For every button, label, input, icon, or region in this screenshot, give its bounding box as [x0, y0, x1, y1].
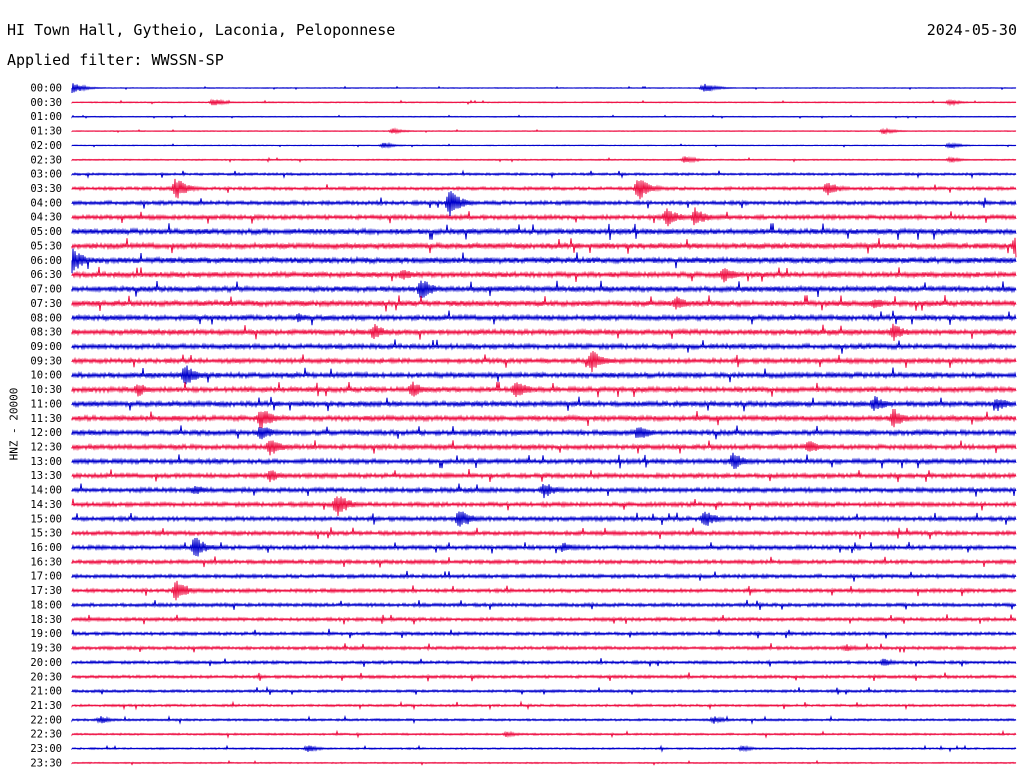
row-time-label: 16:30 — [30, 556, 62, 568]
row-time-label: 17:00 — [30, 571, 62, 583]
row-time-label: 18:30 — [30, 614, 62, 626]
row-time-label: 00:30 — [30, 97, 62, 109]
row-time-label: 10:00 — [30, 370, 62, 382]
trace-row-1230 — [71, 440, 1017, 456]
row-time-label: 13:00 — [30, 456, 62, 468]
row-time-label: 21:00 — [30, 686, 62, 698]
row-time-label: 06:30 — [30, 269, 62, 281]
row-time-label: 09:00 — [30, 341, 62, 353]
row-time-label: 18:00 — [30, 599, 62, 611]
trace-row-0400 — [71, 191, 1017, 217]
row-time-label: 17:30 — [30, 585, 62, 597]
trace-row-1400 — [71, 483, 1017, 499]
row-time-label: 06:00 — [30, 255, 62, 267]
row-time-label: 22:00 — [30, 714, 62, 726]
trace-row-1300 — [71, 452, 1017, 470]
filter-value: WWSSN-SP — [151, 51, 224, 69]
row-time-label: 03:00 — [30, 169, 62, 181]
row-time-label: 11:30 — [30, 413, 62, 425]
row-time-label: 02:30 — [30, 154, 62, 166]
row-time-label: 20:30 — [30, 671, 62, 683]
row-time-label: 20:00 — [30, 657, 62, 669]
trace-row-0930 — [71, 351, 1017, 373]
trace-row-1430 — [71, 496, 1017, 516]
row-time-label: 10:30 — [30, 384, 62, 396]
row-time-label: 12:00 — [30, 427, 62, 439]
row-time-label: 08:30 — [30, 327, 62, 339]
row-time-label: 02:00 — [30, 140, 62, 152]
row-time-label: 21:30 — [30, 700, 62, 712]
row-time-label: 15:30 — [30, 528, 62, 540]
row-time-label: 19:00 — [30, 628, 62, 640]
row-time-label: 14:30 — [30, 499, 62, 511]
row-time-label: 22:30 — [30, 729, 62, 741]
trace-row-0600 — [71, 248, 1017, 274]
row-time-label: 04:30 — [30, 212, 62, 224]
row-time-label: 13:30 — [30, 470, 62, 482]
row-time-label: 07:00 — [30, 284, 62, 296]
row-time-label: 15:00 — [30, 513, 62, 525]
filter-label-text: Applied filter: — [7, 51, 143, 69]
row-time-label: 14:00 — [30, 485, 62, 497]
trace-row-0530 — [71, 237, 1017, 258]
date-label: 2024-05-30 — [926, 21, 1017, 39]
row-time-label: 09:30 — [30, 355, 62, 367]
row-time-label: 07:30 — [30, 298, 62, 310]
filter-label: Applied filter: WWSSN-SP — [7, 51, 224, 69]
row-time-label: 16:00 — [30, 542, 62, 554]
row-time-label: 11:00 — [30, 398, 62, 410]
row-time-label: 05:30 — [30, 240, 62, 252]
row-time-label: 08:00 — [30, 312, 62, 324]
row-time-label: 01:00 — [30, 111, 62, 123]
row-time-label: 23:00 — [30, 743, 62, 755]
row-time-label: 19:30 — [30, 643, 62, 655]
row-time-label: 04:00 — [30, 197, 62, 209]
row-time-label: 01:30 — [30, 126, 62, 138]
station-title: HI Town Hall, Gytheio, Laconia, Peloponn… — [7, 21, 396, 39]
row-time-label: 00:00 — [30, 83, 62, 95]
row-time-label: 05:00 — [30, 226, 62, 238]
trace-row-0330 — [71, 178, 1017, 200]
row-time-label: 03:30 — [30, 183, 62, 195]
row-time-label: 23:30 — [30, 757, 62, 769]
row-time-label: 12:30 — [30, 442, 62, 454]
